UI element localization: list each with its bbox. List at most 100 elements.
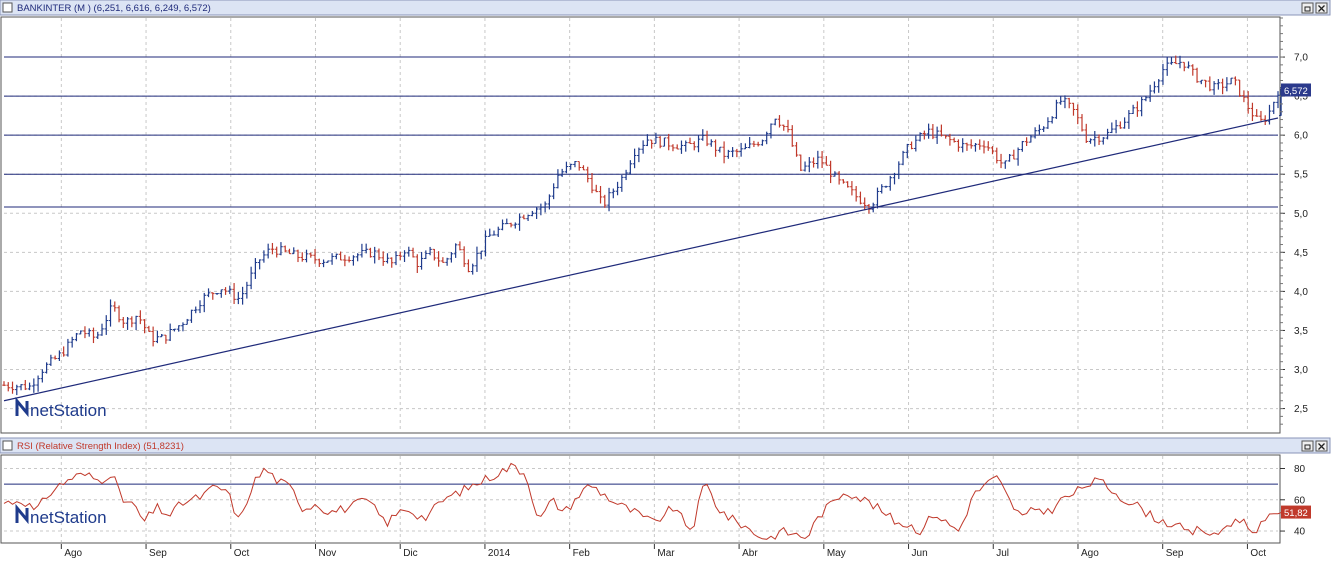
close-button[interactable] bbox=[1315, 2, 1328, 14]
rsi-last-value: 51,82 bbox=[1284, 508, 1308, 519]
ohlc-bar bbox=[1233, 76, 1238, 86]
close-button[interactable] bbox=[1315, 440, 1328, 452]
ohlc-bar bbox=[1144, 96, 1148, 102]
rsi-y-tick-label: 40 bbox=[1294, 527, 1306, 538]
ohlc-bar bbox=[168, 323, 172, 342]
ohlc-bar bbox=[466, 259, 471, 273]
ohlc-bar bbox=[1067, 97, 1072, 109]
ohlc-bar bbox=[513, 222, 518, 229]
ohlc-bar bbox=[564, 161, 569, 174]
ohlc-bar bbox=[837, 171, 841, 185]
ohlc-bar bbox=[185, 318, 190, 325]
ohlc-bar bbox=[360, 243, 364, 258]
ohlc-bar bbox=[1259, 110, 1263, 121]
ohlc-bar bbox=[892, 172, 897, 185]
restore-button[interactable] bbox=[1301, 440, 1314, 452]
ohlc-bar bbox=[470, 263, 475, 275]
ohlc-bar bbox=[1024, 137, 1029, 146]
ohlc-bar bbox=[935, 126, 939, 144]
ohlc-bar bbox=[956, 139, 961, 152]
ohlc-bar bbox=[509, 222, 513, 228]
ohlc-bar bbox=[1271, 101, 1276, 115]
ohlc-bar bbox=[1003, 160, 1008, 169]
ohlc-bar bbox=[896, 161, 901, 180]
ohlc-bar bbox=[833, 171, 837, 177]
ohlc-bar bbox=[304, 249, 309, 263]
price-title: BANKINTER (M ) (6,251, 6,616, 6,249, 6,5… bbox=[17, 3, 211, 14]
ohlc-bar bbox=[283, 245, 288, 253]
ohlc-bar bbox=[709, 139, 714, 147]
ohlc-bar bbox=[138, 310, 143, 325]
ohlc-bar bbox=[662, 137, 667, 147]
ohlc-bar bbox=[338, 251, 343, 261]
price-y-tick-label: 3,0 bbox=[1294, 365, 1308, 376]
ohlc-bar bbox=[573, 161, 577, 168]
ohlc-bar bbox=[147, 325, 151, 333]
ohlc-bar bbox=[999, 153, 1003, 169]
ohlc-bar bbox=[1216, 79, 1221, 90]
price-plot-frame bbox=[0, 16, 1281, 434]
ohlc-bar bbox=[215, 293, 219, 295]
ohlc-bar bbox=[781, 124, 786, 131]
ohlc-bar bbox=[1199, 79, 1204, 85]
ohlc-bar bbox=[504, 218, 509, 225]
ohlc-bar bbox=[236, 292, 241, 305]
ohlc-bar bbox=[803, 161, 807, 172]
ohlc-bar bbox=[824, 156, 829, 166]
ohlc-bar bbox=[172, 328, 177, 332]
ohlc-bar bbox=[530, 210, 535, 217]
ohlc-bar bbox=[1050, 116, 1054, 124]
ohlc-bar bbox=[189, 309, 194, 323]
ohlc-bar bbox=[1225, 77, 1229, 92]
ohlc-bar bbox=[654, 132, 658, 144]
ohlc-bar bbox=[1139, 96, 1144, 117]
ohlc-bar bbox=[1178, 55, 1182, 69]
ohlc-bar bbox=[986, 141, 991, 151]
ohlc-bar bbox=[257, 259, 262, 270]
price-y-tick-label: 4,5 bbox=[1294, 248, 1308, 259]
ohlc-bar bbox=[581, 165, 586, 171]
ohlc-bar bbox=[922, 130, 927, 140]
ohlc-bar bbox=[398, 251, 403, 261]
ohlc-bar bbox=[117, 305, 121, 323]
ohlc-bar bbox=[696, 135, 701, 153]
rsi-y-tick-label: 60 bbox=[1294, 495, 1306, 506]
ohlc-bar bbox=[1016, 147, 1020, 166]
ohlc-bar bbox=[308, 252, 313, 258]
ohlc-bar bbox=[164, 334, 168, 344]
ohlc-bar bbox=[705, 130, 709, 147]
price-last-value-tag: 6,572 bbox=[1281, 83, 1311, 97]
ohlc-bar bbox=[615, 181, 620, 196]
ohlc-bar bbox=[637, 147, 641, 163]
ohlc-bar bbox=[436, 251, 441, 267]
ohlc-bar bbox=[666, 133, 671, 151]
netstation-logo-icon bbox=[15, 396, 29, 418]
ohlc-bar bbox=[343, 254, 347, 267]
netstation-logo-icon bbox=[15, 503, 29, 525]
ohlc-bar bbox=[926, 123, 931, 139]
ohlc-bar bbox=[1118, 121, 1123, 129]
rsi-title: RSI (Relative Strength Index) (51,8231) bbox=[17, 441, 184, 452]
x-tick-label: Sep bbox=[149, 548, 167, 559]
ohlc-bar bbox=[1195, 67, 1199, 83]
restore-button[interactable] bbox=[1301, 2, 1314, 14]
ohlc-bar bbox=[730, 147, 735, 158]
ohlc-bar bbox=[415, 254, 420, 273]
x-tick-label: Oct bbox=[1250, 548, 1266, 559]
ohlc-bar bbox=[1156, 79, 1161, 93]
x-tick-label: Dic bbox=[403, 548, 417, 559]
ohlc-bar bbox=[176, 325, 181, 332]
ohlc-bar bbox=[445, 257, 449, 266]
restore-icon bbox=[1304, 6, 1311, 12]
price-y-tick-label: 7,0 bbox=[1294, 53, 1308, 64]
restore-icon bbox=[1304, 444, 1311, 450]
ohlc-bar bbox=[739, 142, 743, 157]
ohlc-bar bbox=[1173, 55, 1178, 65]
ohlc-bar bbox=[49, 354, 53, 366]
ohlc-bar bbox=[713, 139, 718, 157]
ohlc-bar bbox=[14, 384, 19, 396]
ohlc-bar bbox=[1229, 77, 1233, 85]
x-tick-label: May bbox=[827, 548, 846, 559]
ohlc-bar bbox=[526, 214, 530, 221]
ohlc-bar bbox=[683, 140, 688, 152]
